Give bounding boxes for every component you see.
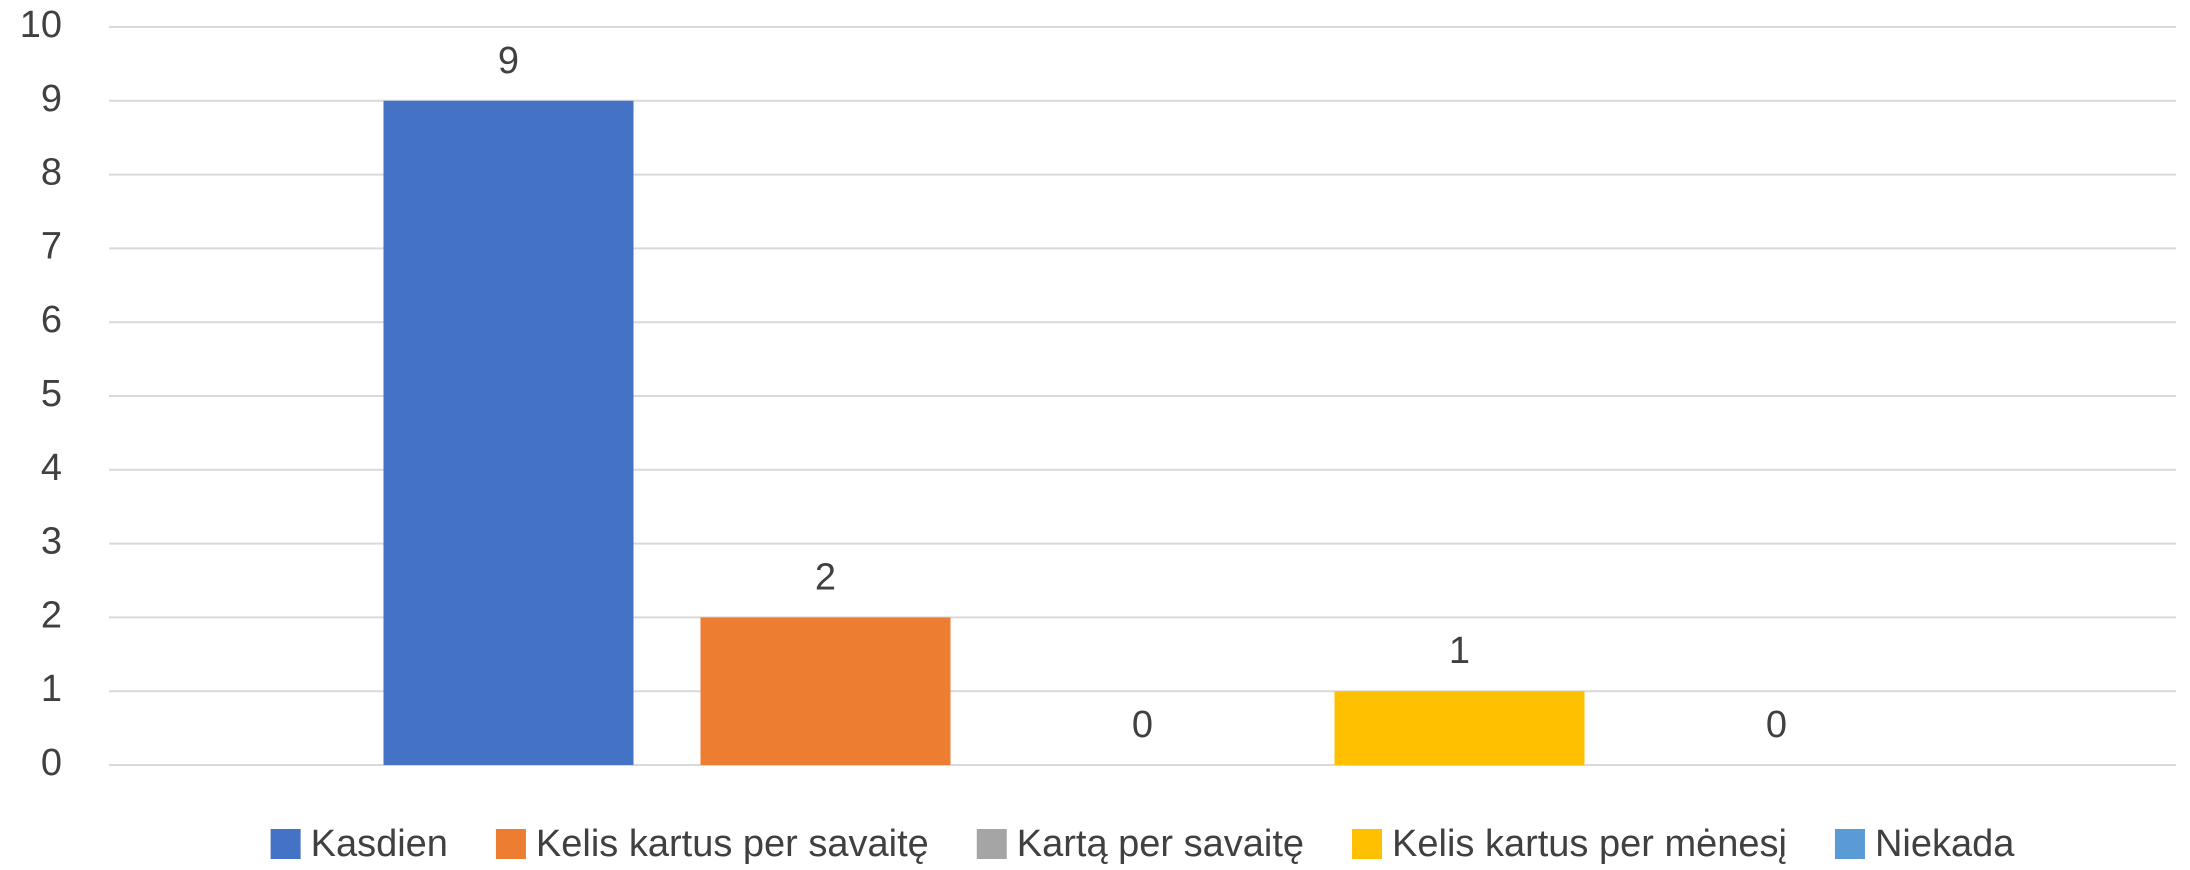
legend-label: Kartą per savaitę xyxy=(1017,823,1304,865)
bar xyxy=(383,100,634,766)
data-label: 1 xyxy=(1449,630,1470,672)
y-tick-label: 2 xyxy=(41,594,62,636)
data-label: 2 xyxy=(815,556,836,598)
legend-label: Kasdien xyxy=(311,823,448,865)
y-tick-label: 9 xyxy=(41,78,62,120)
bar xyxy=(1334,691,1585,765)
y-tick-label: 7 xyxy=(41,225,62,267)
y-tick-label: 4 xyxy=(41,447,62,489)
legend-swatch xyxy=(270,829,301,859)
y-tick-label: 3 xyxy=(41,521,62,563)
y-tick-label: 10 xyxy=(20,4,62,46)
legend-swatch xyxy=(1352,829,1383,859)
legend-swatch xyxy=(495,829,526,859)
legend-label: Kelis kartus per savaitę xyxy=(536,823,929,865)
y-tick-label: 5 xyxy=(41,373,62,415)
data-label: 9 xyxy=(498,40,519,82)
legend-swatch xyxy=(1834,829,1865,859)
data-label: 0 xyxy=(1766,704,1787,746)
y-tick-label: 8 xyxy=(41,152,62,194)
legend-label: Niekada xyxy=(1875,823,2015,865)
y-tick-label: 6 xyxy=(41,299,62,341)
data-label: 0 xyxy=(1132,704,1153,746)
y-tick-label: 1 xyxy=(41,668,62,710)
y-tick-label: 0 xyxy=(41,742,62,784)
legend-label: Kelis kartus per mėnesį xyxy=(1392,823,1787,865)
bar xyxy=(700,617,951,765)
legend-swatch xyxy=(976,829,1007,859)
